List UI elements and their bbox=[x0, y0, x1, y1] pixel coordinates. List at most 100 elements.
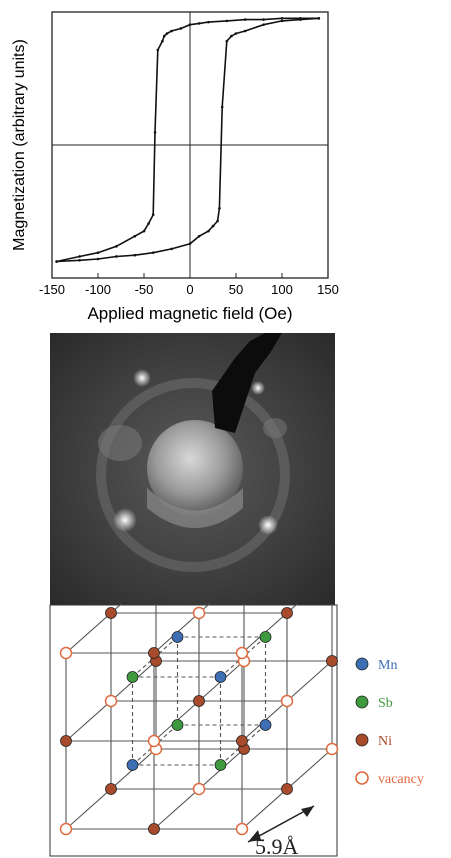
data-point bbox=[243, 29, 247, 33]
data-point bbox=[96, 251, 100, 254]
atom-vacancy bbox=[104, 694, 118, 708]
diagram-frame bbox=[49, 604, 338, 857]
screen-outer-ring bbox=[96, 378, 290, 572]
atom-vacancy bbox=[235, 646, 249, 660]
series-line-2 bbox=[56, 17, 319, 263]
data-point bbox=[197, 234, 201, 238]
diffraction-spot bbox=[251, 381, 265, 395]
legend-label: Mn bbox=[378, 658, 397, 673]
data-point bbox=[55, 260, 58, 263]
data-point bbox=[299, 18, 302, 21]
data-point bbox=[230, 34, 233, 38]
atom-ni bbox=[105, 783, 117, 795]
data-point bbox=[188, 242, 192, 246]
x-tick-label: -100 bbox=[85, 282, 111, 297]
dimension-arrow bbox=[247, 805, 315, 843]
atom-legend: Mn Sb Ni vacancy bbox=[355, 657, 424, 787]
hysteresis-series bbox=[55, 17, 321, 263]
sample-holder-shadow bbox=[212, 333, 282, 433]
legend-label: Ni bbox=[378, 734, 392, 749]
x-tick-label: -50 bbox=[135, 282, 154, 297]
data-point bbox=[153, 131, 157, 134]
legend-swatch bbox=[355, 695, 369, 709]
atom-ni bbox=[236, 735, 248, 747]
data-point bbox=[170, 29, 173, 33]
atom-ni bbox=[281, 783, 293, 795]
data-point bbox=[280, 17, 284, 20]
atom-vacancy bbox=[235, 822, 249, 836]
dimension-label: 5.9Å bbox=[255, 834, 299, 858]
atom-ni bbox=[60, 735, 72, 747]
hysteresis-chart: -150 -100 -50 0 50 100 150 Applied magnetic fi… bbox=[11, 11, 339, 323]
data-point bbox=[133, 234, 137, 238]
atom-sb bbox=[126, 671, 139, 683]
atom-ni bbox=[193, 695, 205, 707]
data-point bbox=[78, 255, 81, 258]
data-point bbox=[151, 213, 155, 216]
x-tick-label: 100 bbox=[271, 282, 293, 297]
atom-ni bbox=[148, 823, 160, 835]
data-point bbox=[317, 17, 321, 20]
atom-vacancy bbox=[325, 742, 339, 756]
atom-vacancy bbox=[59, 646, 73, 660]
atom-mn bbox=[214, 671, 227, 683]
data-point bbox=[207, 20, 210, 24]
data-point bbox=[133, 253, 137, 257]
y-axis-label: Magnetization (arbitrary units) bbox=[11, 39, 28, 251]
diffraction-spot bbox=[113, 508, 137, 532]
x-tick-label: -150 bbox=[39, 282, 65, 297]
data-point bbox=[142, 229, 146, 233]
data-point bbox=[151, 251, 155, 254]
data-point bbox=[147, 222, 150, 225]
diffraction-spot bbox=[258, 515, 278, 535]
data-point bbox=[280, 19, 284, 23]
electron-gun-disk bbox=[147, 420, 243, 516]
diffraction-spot bbox=[133, 369, 151, 387]
data-point bbox=[115, 255, 118, 258]
legend-swatch bbox=[355, 771, 369, 785]
legend-label: vacancy bbox=[378, 772, 424, 787]
atom-vacancy bbox=[280, 694, 294, 708]
atom-vacancy bbox=[192, 606, 206, 620]
x-tick-labels: -150 -100 -50 0 50 100 150 bbox=[39, 273, 339, 297]
data-point bbox=[197, 22, 201, 25]
lattice-atoms bbox=[59, 606, 339, 836]
legend-label: Sb bbox=[378, 696, 393, 711]
atom-sb bbox=[214, 759, 227, 771]
atom-sb bbox=[259, 631, 272, 643]
data-point bbox=[78, 258, 81, 262]
data-point bbox=[225, 19, 229, 23]
data-point bbox=[165, 32, 169, 35]
data-point bbox=[207, 229, 210, 233]
atom-mn bbox=[259, 719, 272, 731]
atom-ni bbox=[326, 655, 338, 667]
data-point bbox=[262, 18, 265, 21]
data-point bbox=[162, 34, 166, 38]
data-point bbox=[161, 39, 164, 43]
data-point bbox=[234, 32, 238, 35]
atom-sb bbox=[171, 719, 184, 731]
x-tick-label: 150 bbox=[317, 282, 339, 297]
data-point bbox=[96, 257, 100, 261]
atom-vacancy bbox=[147, 734, 161, 748]
legend-swatch bbox=[355, 657, 369, 671]
data-point bbox=[188, 23, 192, 26]
diffraction-image bbox=[50, 333, 335, 605]
data-point bbox=[218, 207, 221, 210]
data-point bbox=[220, 105, 224, 109]
atom-ni bbox=[148, 647, 160, 659]
data-point bbox=[225, 39, 229, 43]
data-point bbox=[115, 245, 118, 248]
data-point bbox=[211, 224, 215, 228]
series-line-1 bbox=[56, 17, 319, 263]
atom-mn bbox=[126, 759, 139, 771]
crystal-lattice-diagram: 5.9Å Mn Sb Ni vacancy bbox=[49, 604, 424, 858]
atom-vacancy bbox=[59, 822, 73, 836]
data-point bbox=[179, 27, 183, 30]
data-point bbox=[262, 23, 265, 26]
x-axis-label: Applied magnetic field (Oe) bbox=[87, 304, 292, 323]
x-tick-label: 50 bbox=[229, 282, 243, 297]
data-point bbox=[216, 219, 219, 223]
atom-mn bbox=[171, 631, 184, 643]
data-point bbox=[170, 247, 173, 251]
